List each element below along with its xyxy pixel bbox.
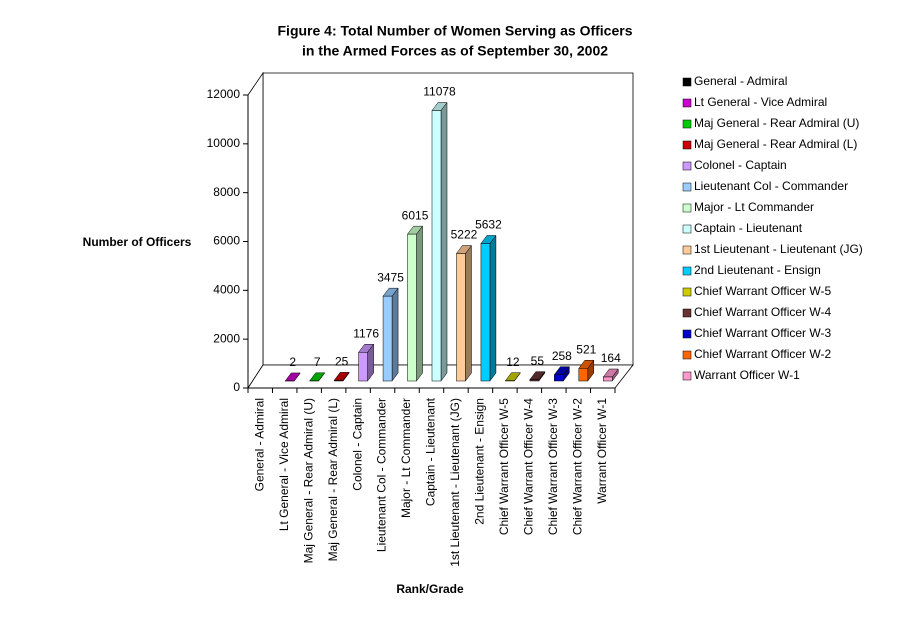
legend-swatch bbox=[682, 371, 692, 381]
chart-title: in the Armed Forces as of September 30, … bbox=[302, 43, 608, 59]
legend-label: General - Admiral bbox=[694, 74, 787, 88]
legend-label: Maj General - Rear Admiral (U) bbox=[694, 116, 859, 130]
legend-swatch bbox=[682, 266, 692, 276]
bar bbox=[578, 368, 589, 382]
back-wall bbox=[262, 72, 634, 366]
data-label: 5632 bbox=[475, 218, 502, 232]
bar-side bbox=[465, 244, 472, 382]
legend-swatch bbox=[682, 329, 692, 339]
bar-side bbox=[391, 287, 399, 382]
x-tick-label: Colonel - Captain bbox=[350, 398, 364, 491]
data-label: 12 bbox=[506, 355, 520, 369]
side-wall bbox=[247, 71, 264, 390]
bar bbox=[554, 374, 564, 382]
legend-swatch bbox=[682, 77, 692, 87]
bar bbox=[603, 376, 613, 382]
bar bbox=[382, 295, 393, 382]
data-label: 1176 bbox=[353, 326, 379, 340]
bar-side bbox=[416, 225, 423, 382]
y-tick-label: 2000 bbox=[213, 331, 240, 345]
legend-swatch bbox=[682, 119, 692, 129]
legend-label: Captain - Lieutenant bbox=[694, 221, 803, 235]
legend-label: Chief Warrant Officer W-3 bbox=[694, 326, 831, 340]
data-label: 258 bbox=[552, 349, 572, 363]
data-label: 25 bbox=[335, 355, 349, 369]
x-tick-label: Chief Warrant Officer W-2 bbox=[570, 398, 584, 535]
y-axis-title: Number of Officers bbox=[83, 235, 192, 249]
chart-title: Figure 4: Total Number of Women Serving … bbox=[278, 23, 633, 39]
y-tick-label: 0 bbox=[233, 380, 240, 394]
legend-swatch bbox=[682, 245, 692, 255]
x-tick-label: General - Admiral bbox=[252, 398, 266, 491]
bar-side bbox=[489, 234, 497, 382]
data-label: 6015 bbox=[402, 208, 429, 222]
legend-swatch bbox=[682, 140, 692, 150]
bar bbox=[529, 379, 540, 382]
y-tick-label: 10000 bbox=[207, 136, 241, 150]
legend-swatch bbox=[682, 224, 692, 234]
y-tick-label: 6000 bbox=[213, 234, 240, 248]
data-label: 2 bbox=[289, 355, 296, 369]
legend-label: 1st Lieutenant - Lieutenant (JG) bbox=[694, 242, 863, 256]
data-label: 3475 bbox=[377, 270, 404, 284]
legend-label: Colonel - Captain bbox=[694, 158, 787, 172]
legend-swatch bbox=[682, 161, 692, 171]
x-tick-label: Maj General - Rear Admiral (U) bbox=[301, 398, 315, 563]
x-tick-label: Maj General - Rear Admiral (L) bbox=[326, 398, 340, 561]
bar bbox=[407, 233, 417, 382]
data-label: 7 bbox=[314, 355, 321, 369]
data-label: 521 bbox=[576, 342, 596, 356]
data-label: 5222 bbox=[451, 228, 478, 242]
bar bbox=[358, 352, 368, 382]
legend-swatch bbox=[682, 308, 692, 318]
x-tick-label: Chief Warrant Officer W-5 bbox=[497, 398, 511, 535]
legend-label: Chief Warrant Officer W-5 bbox=[694, 284, 831, 298]
data-label: 55 bbox=[531, 354, 545, 368]
x-tick-label: Chief Warrant Officer W-4 bbox=[522, 398, 536, 535]
legend-swatch bbox=[682, 350, 692, 360]
x-tick-label: Warrant Officer W-1 bbox=[595, 398, 609, 504]
legend-label: Warrant Officer W-1 bbox=[694, 368, 800, 382]
legend-label: Lt General - Vice Admiral bbox=[694, 95, 827, 109]
x-tick-label: 2nd Lieutenant - Ensign bbox=[473, 398, 487, 525]
legend-swatch bbox=[682, 203, 692, 213]
data-label: 11078 bbox=[423, 85, 456, 99]
legend-swatch bbox=[682, 182, 692, 192]
legend-swatch bbox=[682, 287, 692, 297]
x-tick-label: Major - Lt Commander bbox=[399, 398, 413, 518]
x-tick-label: Lieutenant Col - Commander bbox=[375, 398, 389, 552]
legend-swatch bbox=[682, 98, 692, 108]
y-tick-label: 4000 bbox=[213, 283, 240, 297]
bar bbox=[480, 243, 491, 382]
legend-label: 2nd Lieutenant - Ensign bbox=[694, 263, 821, 277]
legend-label: Maj General - Rear Admiral (L) bbox=[694, 137, 857, 151]
bar bbox=[431, 110, 442, 382]
y-tick-label: 12000 bbox=[207, 87, 241, 101]
x-tick-label: Lt General - Vice Admiral bbox=[277, 398, 291, 531]
bar bbox=[333, 380, 344, 382]
bar-side bbox=[440, 101, 448, 382]
x-tick-label: Chief Warrant Officer W-3 bbox=[546, 398, 560, 535]
y-tick-label: 8000 bbox=[213, 185, 240, 199]
x-axis-title: Rank/Grade bbox=[396, 582, 464, 596]
bar bbox=[456, 253, 466, 382]
legend-label: Chief Warrant Officer W-4 bbox=[694, 305, 831, 319]
legend-label: Lieutenant Col - Commander bbox=[694, 179, 848, 193]
x-tick-label: 1st Lieutenant - Lieutenant (JG) bbox=[448, 398, 462, 567]
data-label: 164 bbox=[601, 351, 621, 365]
x-tick-label: Captain - Lieutenant bbox=[424, 397, 438, 506]
legend-label: Major - Lt Commander bbox=[694, 200, 814, 214]
legend-label: Chief Warrant Officer W-2 bbox=[694, 347, 831, 361]
